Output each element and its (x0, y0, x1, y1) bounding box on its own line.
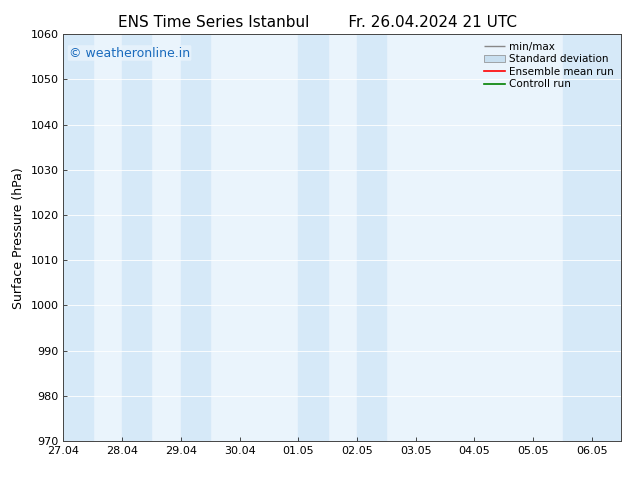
Bar (299, 34, 328, 441)
Bar (562, 34, 592, 441)
Text: ENS Time Series Istanbul        Fr. 26.04.2024 21 UTC: ENS Time Series Istanbul Fr. 26.04.2024 … (117, 15, 517, 30)
Y-axis label: Surface Pressure (hPa): Surface Pressure (hPa) (12, 167, 25, 309)
Bar (63, 34, 93, 441)
Bar (357, 34, 386, 441)
Bar (592, 34, 621, 441)
Bar (122, 34, 152, 441)
Text: © weatheronline.in: © weatheronline.in (69, 47, 190, 59)
Legend: min/max, Standard deviation, Ensemble mean run, Controll run: min/max, Standard deviation, Ensemble me… (480, 37, 618, 94)
Bar (181, 34, 210, 441)
